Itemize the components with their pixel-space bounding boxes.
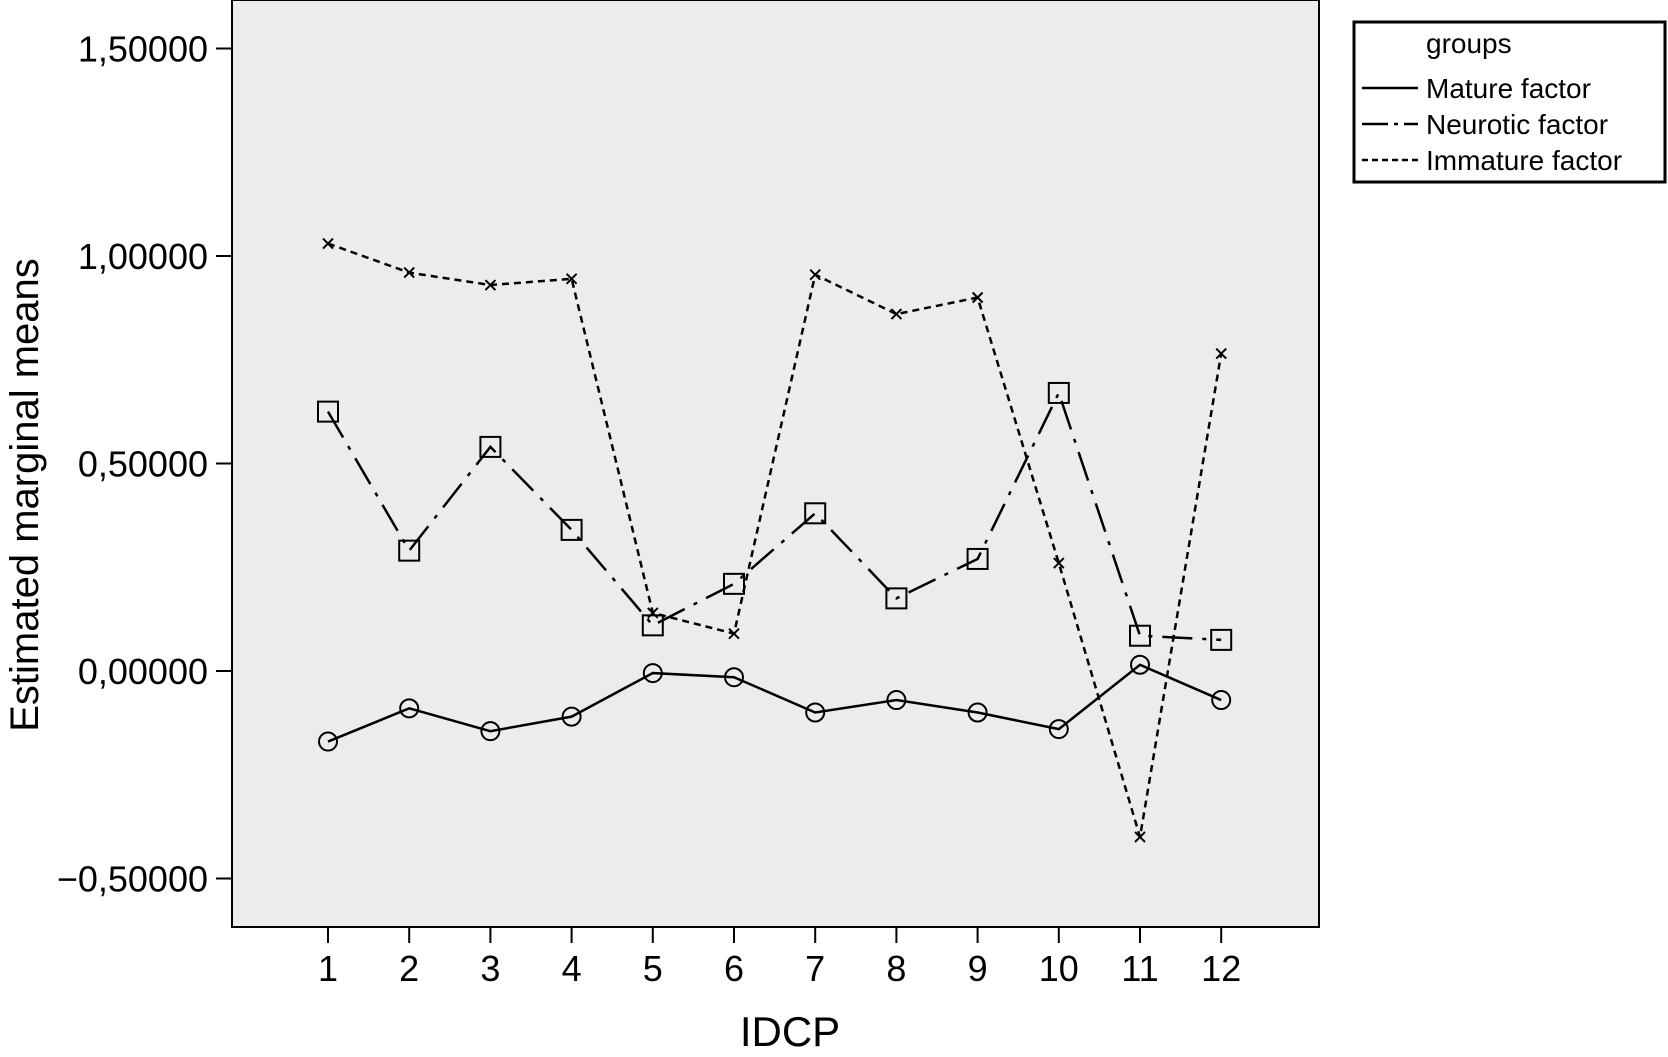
series-1 [318, 654, 1232, 752]
x-axis: 1 2 3 4 5 6 7 8 9 10 11 12 [318, 927, 1241, 989]
data-point [318, 731, 338, 752]
x-tick-label: 8 [886, 948, 906, 989]
y-tick-label: 1,00000 [78, 236, 208, 277]
data-point [967, 702, 988, 723]
data-point [1215, 347, 1227, 360]
y-tick-label: −0,50000 [57, 859, 208, 900]
data-point [1048, 719, 1069, 740]
data-point [1129, 624, 1151, 647]
data-point [322, 237, 334, 250]
y-tick-label: 0,50000 [78, 444, 208, 485]
y-tick-label: 1,50000 [78, 29, 208, 70]
x-tick-label: 3 [480, 948, 500, 989]
data-point [1210, 628, 1233, 651]
data-point [480, 721, 501, 742]
legend: groups Mature factor Neurotic factor Immat… [1352, 20, 1667, 184]
series-3 [322, 237, 1227, 843]
x-tick-label: 9 [968, 948, 988, 989]
data-point [886, 690, 907, 711]
x-tick-label: 2 [399, 948, 419, 989]
data-point [723, 572, 745, 595]
series-line [327, 663, 1222, 743]
data-point [399, 698, 420, 719]
data-point [484, 279, 497, 291]
data-point [1047, 381, 1070, 404]
data-point [642, 663, 663, 684]
data-point [565, 273, 578, 285]
data-point [805, 702, 826, 723]
legend-title: groups [1426, 28, 1512, 59]
data-point [728, 627, 740, 640]
x-tick-label: 12 [1201, 948, 1241, 989]
data-point [890, 308, 903, 320]
data-point [809, 268, 821, 281]
x-tick-label: 5 [643, 948, 663, 989]
y-axis: −0,50000 0,00000 0,50000 1,00000 1,50000 [57, 29, 232, 900]
x-tick-label: 6 [724, 948, 744, 989]
series-layer [317, 237, 1233, 843]
data-point [1134, 831, 1146, 843]
x-tick-label: 7 [805, 948, 825, 989]
data-point [885, 587, 908, 610]
legend-label: Mature factor [1426, 73, 1591, 104]
data-point [804, 502, 827, 525]
legend-label: Neurotic factor [1426, 109, 1608, 140]
x-tick-label: 11 [1121, 948, 1158, 989]
data-point [641, 614, 664, 637]
series-2 [317, 381, 1233, 651]
legend-label: Immature factor [1426, 145, 1622, 176]
data-point [1053, 557, 1065, 569]
data-point [403, 266, 415, 279]
data-point [398, 539, 421, 562]
legend-box [1352, 20, 1667, 184]
data-point [317, 400, 339, 423]
data-point [724, 667, 744, 688]
data-point [1211, 690, 1232, 711]
data-point [561, 706, 582, 727]
data-point [647, 607, 659, 619]
x-axis-label: IDCP [740, 1008, 840, 1055]
data-point [1130, 654, 1150, 675]
x-tick-label: 10 [1039, 948, 1079, 989]
series-line [326, 389, 1222, 642]
plot-area [231, 0, 1320, 928]
data-point [479, 435, 502, 458]
data-point [560, 518, 583, 541]
y-axis-label: Estimated marginal means [3, 258, 47, 732]
data-point [966, 547, 989, 570]
data-point [971, 291, 984, 304]
x-tick-label: 4 [562, 948, 582, 989]
x-tick-label: 1 [318, 948, 338, 989]
y-tick-label: 0,00000 [78, 651, 208, 692]
